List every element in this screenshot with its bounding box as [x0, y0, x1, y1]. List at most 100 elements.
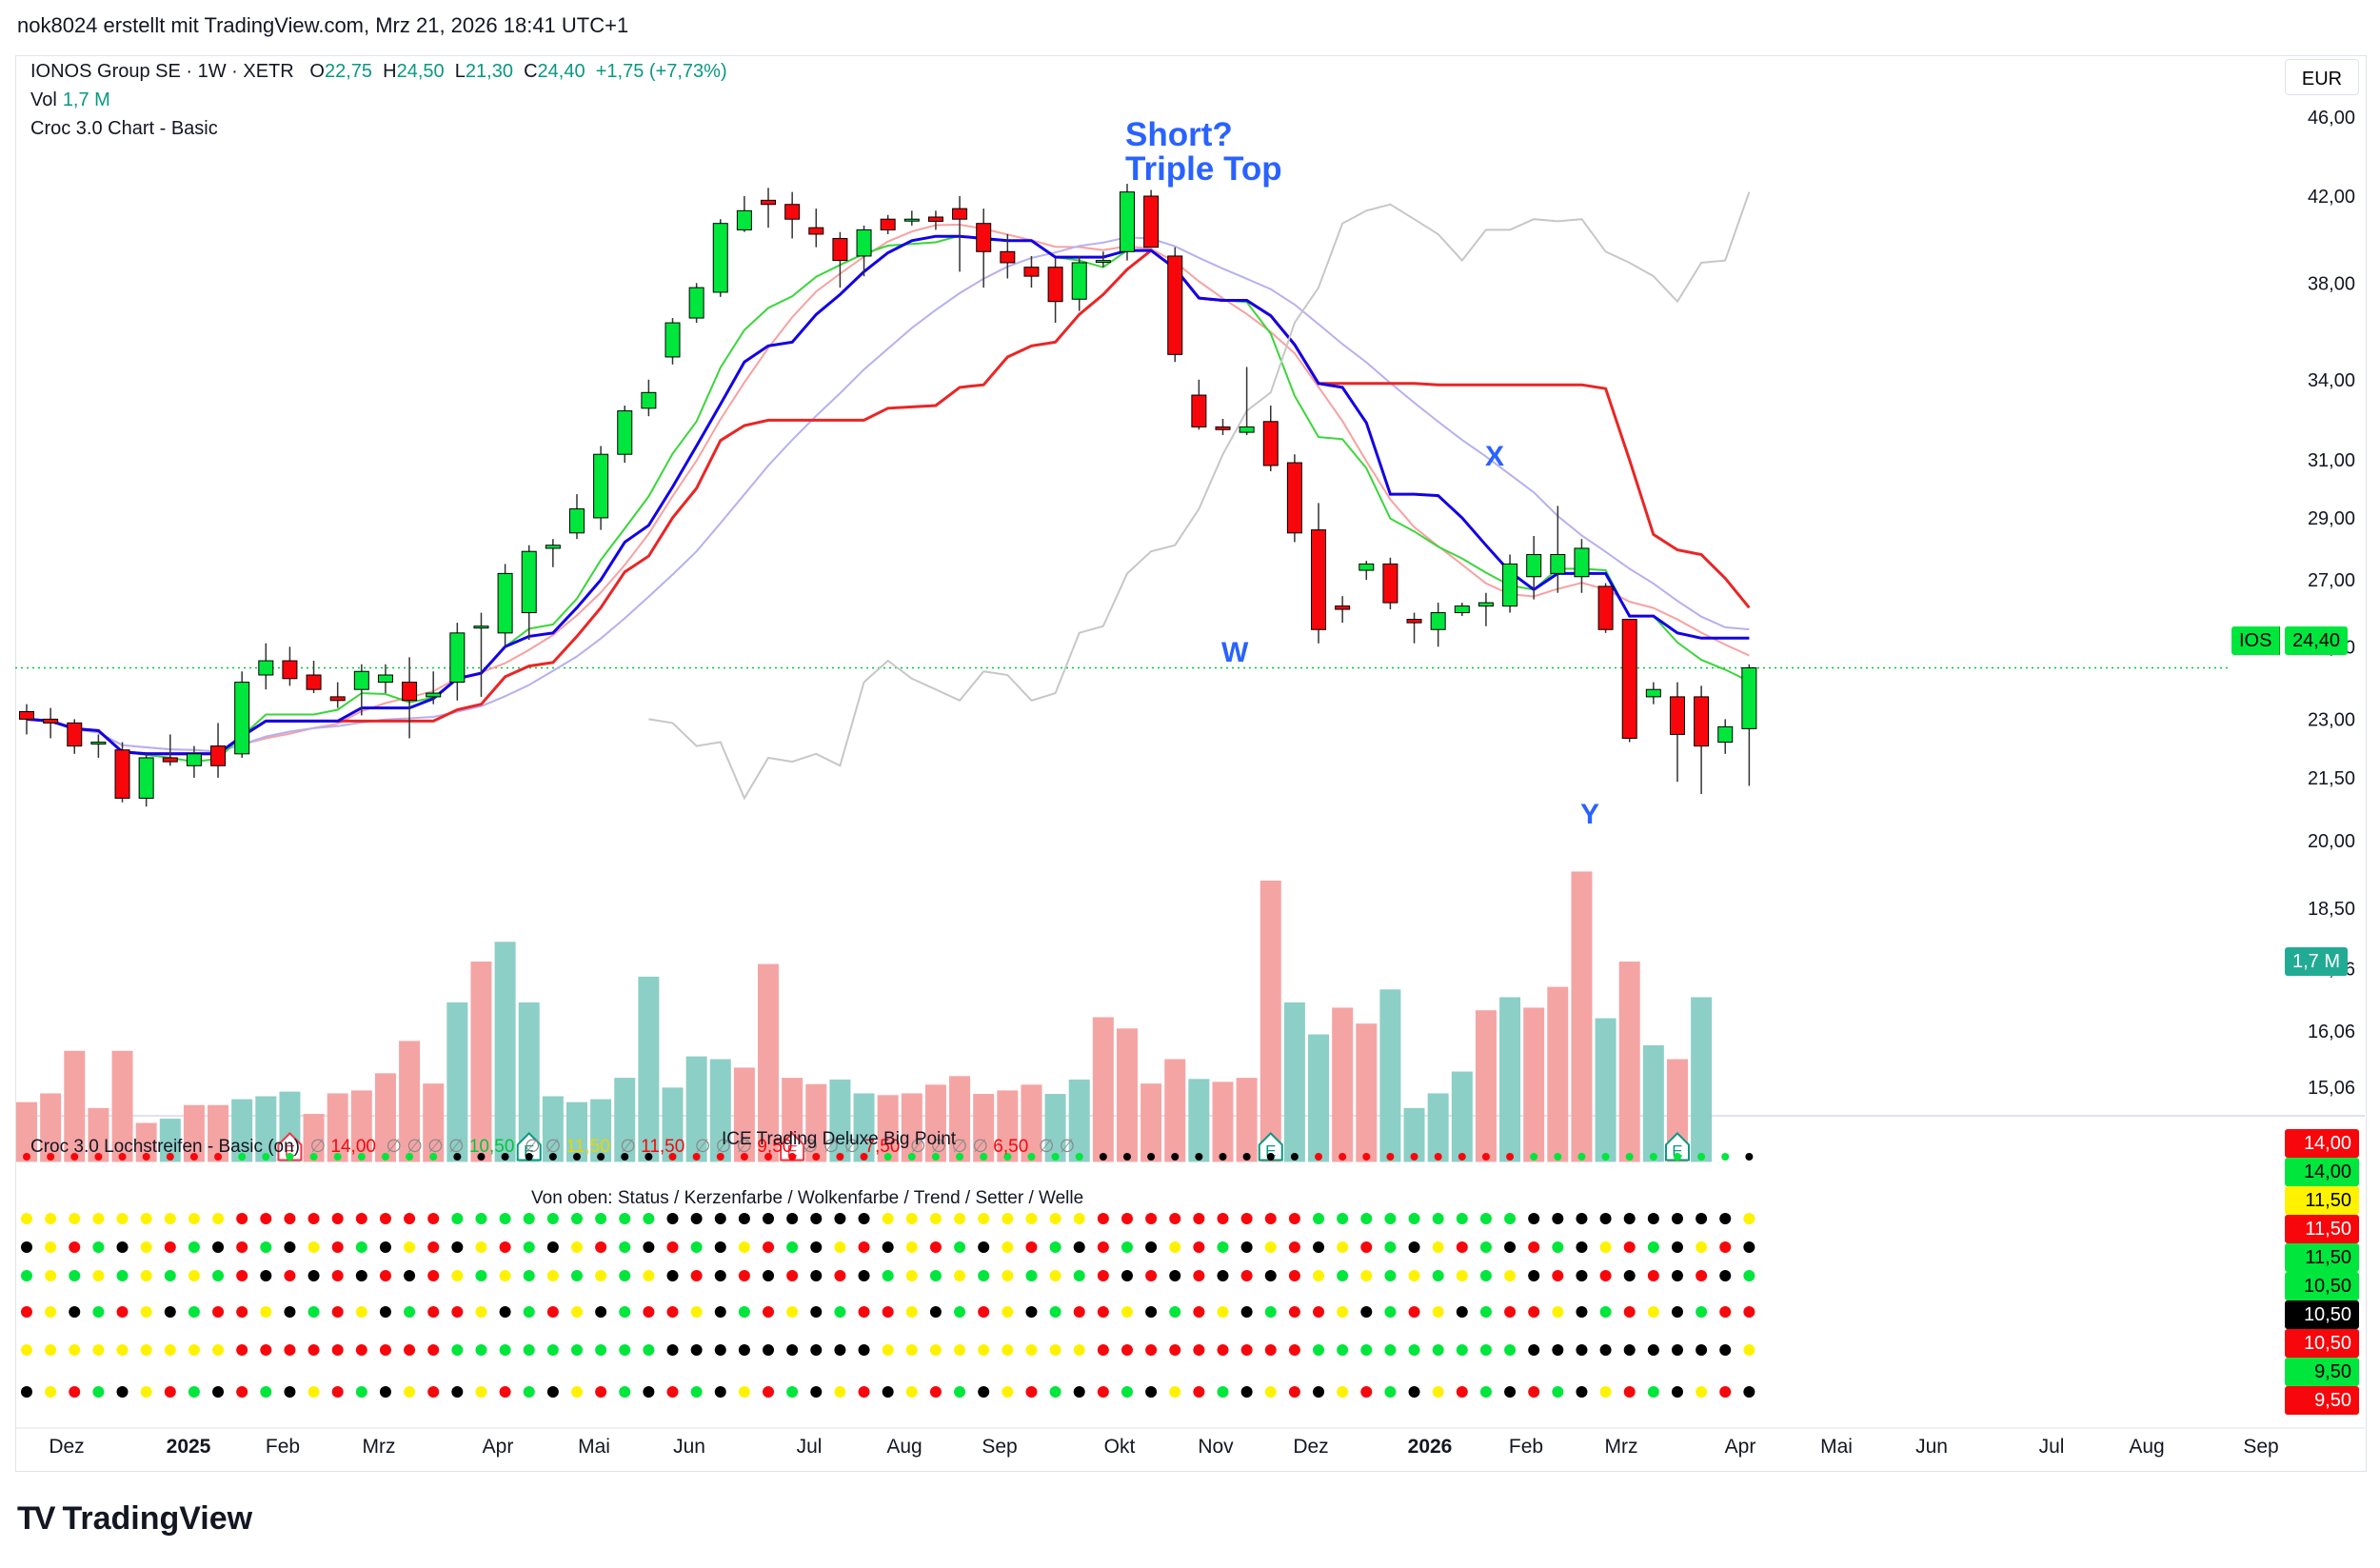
strip-dot [475, 1344, 487, 1356]
strip-dot [858, 1344, 870, 1356]
strip-dot [1528, 1306, 1540, 1318]
strip-dot [834, 1306, 846, 1318]
strip-dot [166, 1153, 174, 1161]
loch-value-7: 6,50 [993, 1137, 1029, 1157]
strip-dot [786, 1386, 799, 1398]
strip-dot [1576, 1386, 1588, 1398]
strip-dot [1458, 1153, 1466, 1161]
price-tick-label: 27,00 [2308, 570, 2355, 591]
time-tick-label: 2026 [1408, 1436, 1453, 1458]
symbol-legend[interactable]: IONOS Group SE · 1W · XETR O22,75 H24,50… [30, 61, 727, 83]
strip-dot [1479, 1213, 1492, 1224]
candle [43, 707, 59, 739]
pane-value-tag: 10,50 [2285, 1300, 2359, 1329]
strip-dot [954, 1270, 966, 1281]
volume-bar [470, 961, 492, 1162]
strip-dot [1049, 1306, 1061, 1318]
volume-bar [1259, 880, 1281, 1162]
strip-dot [1264, 1344, 1277, 1356]
strip-dot [1240, 1386, 1253, 1398]
strip-dot [1647, 1270, 1659, 1281]
strip-dot [1193, 1344, 1205, 1356]
strip-dot [238, 1153, 247, 1161]
strip-dot [595, 1344, 607, 1356]
strip-dot [1456, 1344, 1468, 1356]
currency-button[interactable]: EUR [2285, 59, 2359, 95]
strip-dot [548, 1153, 557, 1161]
chart-frame[interactable] [15, 55, 2367, 1472]
symbol-name[interactable]: IONOS Group SE · 1W · XETR [30, 61, 294, 82]
strip-dot [810, 1344, 823, 1356]
strip-dot [1456, 1306, 1468, 1318]
volume-bar [1308, 1034, 1330, 1162]
wave-label-w[interactable]: W [1221, 637, 1249, 668]
strip-dot [404, 1241, 416, 1253]
strip-dot [499, 1344, 511, 1356]
strip-dot [929, 1344, 942, 1356]
strip-dot [858, 1213, 870, 1224]
indicator-legend[interactable]: Croc 3.0 Chart - Basic [30, 118, 218, 140]
strip-dot [570, 1386, 583, 1398]
candle-body [1621, 619, 1637, 739]
strip-dot [355, 1344, 367, 1356]
candle-body [138, 757, 154, 799]
candle-body [641, 391, 657, 409]
candle-body [664, 322, 681, 358]
strip-dot [1408, 1386, 1420, 1398]
strip-dot [666, 1241, 679, 1253]
annotation-short[interactable]: Short? Triple Top [1125, 118, 1282, 187]
strip-dot [619, 1386, 631, 1398]
tradingview-logo[interactable]: TV TradingView [17, 1495, 252, 1542]
time-tick-label: Apr [1725, 1436, 1756, 1458]
time-tick-label: Mrz [363, 1436, 396, 1458]
volume-bar [997, 1090, 1019, 1162]
big-point-legend[interactable]: ICE Trading Deluxe Big Point [722, 1129, 957, 1149]
pane-value-tag: 11,50 [2285, 1186, 2359, 1215]
volume-bar [1666, 1059, 1688, 1162]
strip-dot [451, 1386, 464, 1398]
price-tick-label: 15,06 [2308, 1078, 2355, 1099]
strip-dot [92, 1213, 105, 1224]
volume-bar [949, 1076, 971, 1162]
strip-dot [1671, 1241, 1683, 1253]
strip-dot [1625, 1153, 1634, 1161]
candle-body [306, 674, 322, 690]
strip-dot [1288, 1306, 1300, 1318]
wave-label-y[interactable]: Y [1580, 799, 1600, 830]
strip-dot [763, 1241, 775, 1253]
strip-dot [1360, 1386, 1373, 1398]
lochstreifen-legend[interactable]: Croc 3.0 Lochstreifen - Basic (on) ∅ 14,… [30, 1137, 1076, 1157]
strip-dot [333, 1153, 342, 1161]
strip-dot [69, 1241, 81, 1253]
candle-body [1215, 426, 1231, 430]
pane-value-tag: 9,50 [2285, 1358, 2359, 1386]
strip-dot [1169, 1386, 1181, 1398]
strip-dot [118, 1153, 127, 1161]
strip-dot [834, 1241, 846, 1253]
volume-bar [111, 1050, 133, 1162]
strip-dot [1673, 1153, 1681, 1161]
strip-dot [1432, 1213, 1444, 1224]
strip-dot [260, 1213, 272, 1224]
indicator-name[interactable]: Croc 3.0 Chart - Basic [30, 118, 218, 139]
volume-bar [1427, 1093, 1449, 1162]
strip-dot [595, 1241, 607, 1253]
strip-dot [690, 1241, 703, 1253]
strip-dot [1025, 1241, 1038, 1253]
strip-dot [883, 1153, 892, 1161]
wave-label-x[interactable]: X [1485, 441, 1505, 472]
volume-bar [542, 1096, 564, 1162]
candle [1574, 539, 1590, 593]
strip-dot [1288, 1386, 1300, 1398]
price-tick-label: 23,00 [2308, 709, 2355, 730]
strip-dot [1073, 1270, 1085, 1281]
strip-dot [1671, 1306, 1683, 1318]
strip-dot [331, 1241, 344, 1253]
volume-legend[interactable]: Vol 1,7 M [30, 89, 110, 111]
strip-dot [94, 1153, 103, 1161]
strip-dot [477, 1153, 486, 1161]
volume-bar [590, 1099, 612, 1162]
strip-dot [164, 1270, 176, 1281]
candle-body [473, 625, 489, 629]
